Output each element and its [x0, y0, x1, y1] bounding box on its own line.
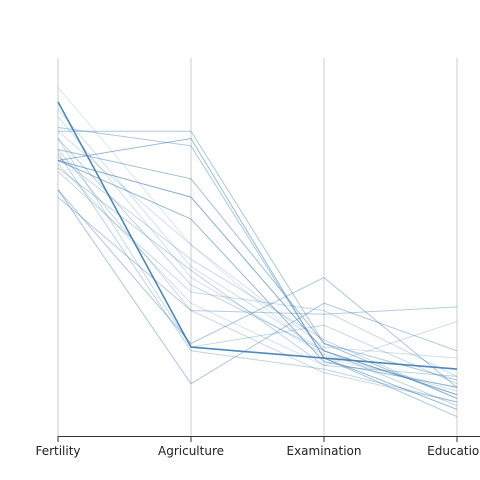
axis-label-agriculture: Agriculture [158, 444, 224, 458]
series-line-8 [58, 197, 457, 314]
series-line-12 [58, 139, 457, 406]
axis-label-education: Education [427, 444, 480, 458]
axis-label-examination: Examination [286, 444, 361, 458]
series-line-9 [58, 190, 457, 384]
series-line-22 [58, 164, 457, 365]
series-lines [58, 87, 457, 416]
series-line-11 [58, 168, 457, 377]
axes-layer [58, 58, 480, 442]
series-line-5 [58, 131, 457, 380]
axis-labels: Fertility Agriculture Examination Education [35, 444, 480, 458]
axis-label-fertility: Fertility [35, 444, 80, 458]
series-line-17 [58, 131, 457, 358]
